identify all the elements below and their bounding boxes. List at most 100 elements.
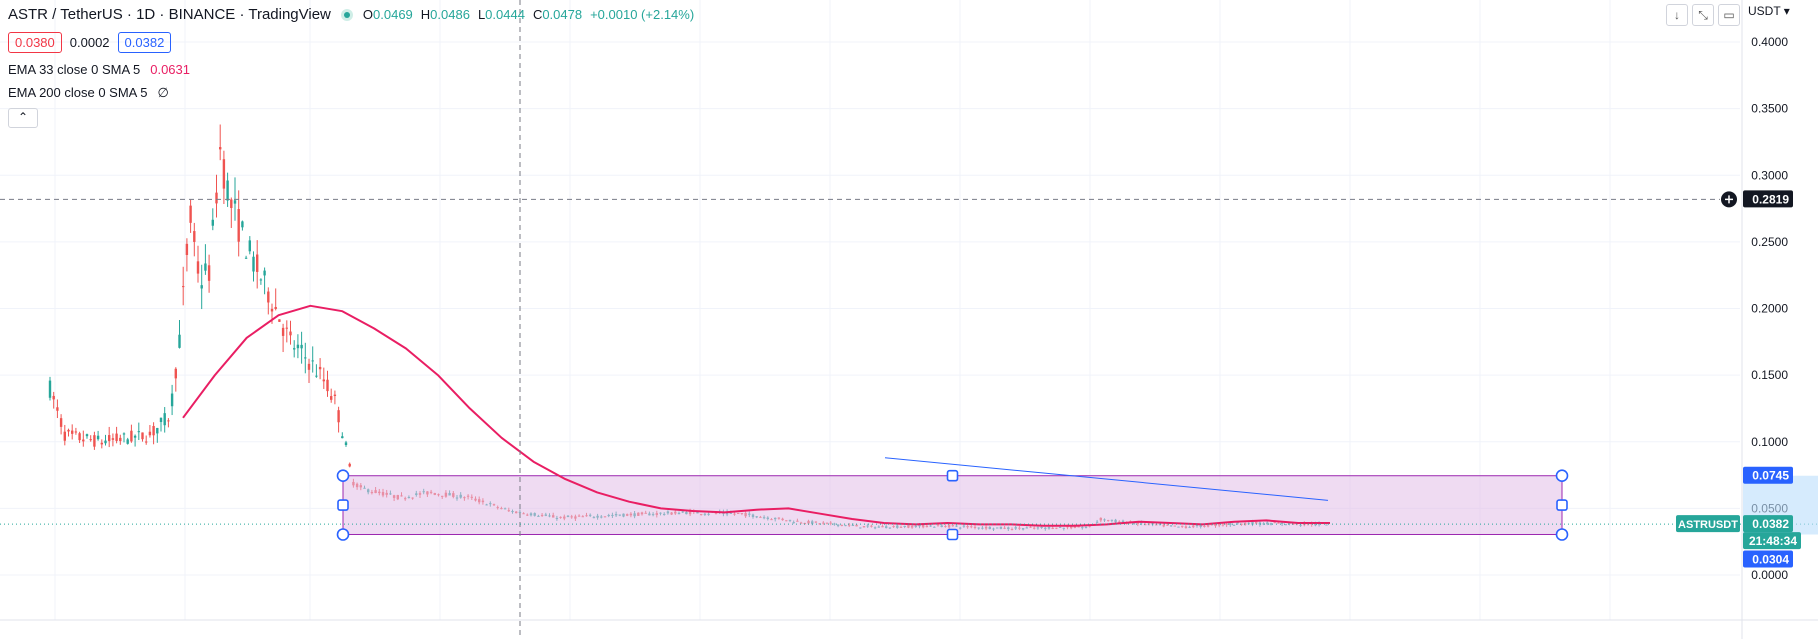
- last-price-tag: 0.0382: [1752, 517, 1789, 531]
- box-top-price-tag: 0.0745: [1752, 469, 1789, 483]
- candle-body: [152, 426, 155, 436]
- candle-body: [344, 442, 348, 446]
- candle-body: [244, 257, 248, 259]
- trendline[interactable]: [884, 457, 1329, 501]
- candle-body: [108, 435, 111, 442]
- rectangle-handle[interactable]: [1556, 499, 1568, 511]
- chart-title: ASTR / TetherUS · 1D · BINANCE · Trading…: [8, 6, 331, 23]
- last-price-tag-bg: [1743, 515, 1793, 533]
- indicator-ema33[interactable]: EMA 33 close 0 SMA 5 0.0631: [8, 62, 190, 77]
- candle-body: [137, 431, 140, 433]
- candle-body: [174, 368, 177, 379]
- candle-body: [207, 265, 211, 281]
- price-tick-label: 0.0000: [1751, 568, 1788, 582]
- collapse-legend-button[interactable]: ⌃: [8, 108, 38, 128]
- chevron-up-icon: ⌃: [17, 110, 29, 124]
- candle-body: [233, 200, 237, 204]
- candle-body: [252, 256, 255, 272]
- indicator-value: 0.0631: [150, 62, 190, 77]
- rectangle-box: [342, 475, 1563, 535]
- ohlc-values: O0.0469 H0.0486 L0.0444 C0.0478 +0.0010 …: [363, 7, 694, 22]
- candle-body: [52, 395, 55, 400]
- indicator-label: EMA 33 close 0 SMA 5: [8, 62, 141, 77]
- rectangle-handle[interactable]: [1555, 528, 1569, 541]
- candle-body: [270, 308, 274, 312]
- candle-body: [67, 429, 70, 432]
- candle-body: [85, 434, 89, 437]
- candle-body: [311, 360, 314, 362]
- rectangle-handle[interactable]: [336, 528, 350, 541]
- candle-body: [167, 420, 170, 422]
- rectangle-handle[interactable]: [337, 499, 349, 511]
- symbol-tag: ASTRUSDT: [1678, 519, 1738, 531]
- box-top-price-tag-bg: [1743, 466, 1793, 484]
- rectangle-drawing[interactable]: [336, 469, 1569, 541]
- fullscreen-toggle-icon[interactable]: ⤡: [1692, 4, 1714, 26]
- candle-body: [285, 327, 288, 329]
- sell-price-button[interactable]: 0.0380: [8, 32, 62, 53]
- expand-icon[interactable]: ▭: [1718, 4, 1740, 26]
- box-bottom-price-tag-bg: [1743, 550, 1793, 568]
- candle-body: [259, 279, 263, 281]
- candle-body: [185, 243, 189, 255]
- candle-body: [300, 344, 303, 349]
- quote-box: 0.0380 0.0002 0.0382: [8, 32, 172, 53]
- price-tick-label: 0.1500: [1751, 368, 1788, 382]
- candles[interactable]: [48, 124, 1328, 532]
- candle-body: [337, 410, 340, 423]
- candle-body: [71, 430, 74, 434]
- candle-body: [130, 430, 133, 442]
- candle-body: [304, 357, 307, 359]
- open-label: O: [362, 7, 374, 22]
- indicator-label: EMA 200 close 0 SMA 5: [8, 85, 148, 100]
- price-tick-label: 0.4000: [1751, 35, 1788, 49]
- candle-body: [215, 192, 218, 204]
- candle-body: [163, 413, 166, 426]
- candle-body: [211, 219, 214, 226]
- low-value: 0.0444: [485, 7, 525, 22]
- candle-body: [241, 221, 244, 228]
- price-tick-label: 0.1000: [1751, 435, 1788, 449]
- countdown-tag: 21:48:34: [1749, 534, 1797, 548]
- plus-icon[interactable]: [1721, 191, 1737, 208]
- rectangle-handle[interactable]: [336, 469, 350, 483]
- arrow-down-icon[interactable]: ↓: [1666, 4, 1688, 26]
- candle-body: [296, 344, 300, 349]
- currency-selector[interactable]: USDT ▾: [1748, 4, 1790, 18]
- candle-body: [178, 334, 181, 348]
- candle-body: [267, 291, 270, 303]
- ema-line: [182, 304, 1330, 527]
- candle-body: [170, 393, 174, 407]
- rectangle-handle[interactable]: [1555, 469, 1569, 483]
- candle-body: [293, 348, 296, 350]
- candle-body: [63, 431, 66, 441]
- candle-body: [289, 331, 292, 336]
- candle-body: [263, 270, 266, 276]
- candle-body: [119, 437, 122, 442]
- candle-body: [56, 407, 59, 411]
- candle-body: [126, 439, 129, 444]
- countdown-tag-bg: [1743, 532, 1801, 550]
- candle-body: [219, 147, 222, 150]
- buy-price-button[interactable]: 0.0382: [117, 32, 172, 53]
- change-value: +0.0010 (+2.14%): [590, 7, 695, 22]
- candle-body: [315, 375, 318, 377]
- candle-body: [196, 261, 200, 274]
- candle-body: [330, 396, 333, 400]
- price-axis[interactable]: 0.4000 0.3500 0.3000 0.2500 0.2000 0.1500 0.10…: [1676, 0, 1818, 639]
- rectangle-handle[interactable]: [946, 469, 959, 482]
- candle-body: [189, 205, 192, 223]
- trendline-segment: [884, 457, 1329, 501]
- rectangle-handle[interactable]: [946, 528, 959, 541]
- candle-body: [281, 327, 285, 336]
- candle-body: [278, 319, 281, 322]
- candle-body: [193, 231, 196, 242]
- candle-body: [226, 180, 229, 201]
- candle-body: [341, 436, 344, 439]
- indicator-ema200[interactable]: EMA 200 close 0 SMA 5 ∅: [8, 85, 169, 101]
- candle-body: [237, 209, 240, 242]
- ema33-line: [182, 304, 1330, 527]
- candle-body: [74, 431, 78, 433]
